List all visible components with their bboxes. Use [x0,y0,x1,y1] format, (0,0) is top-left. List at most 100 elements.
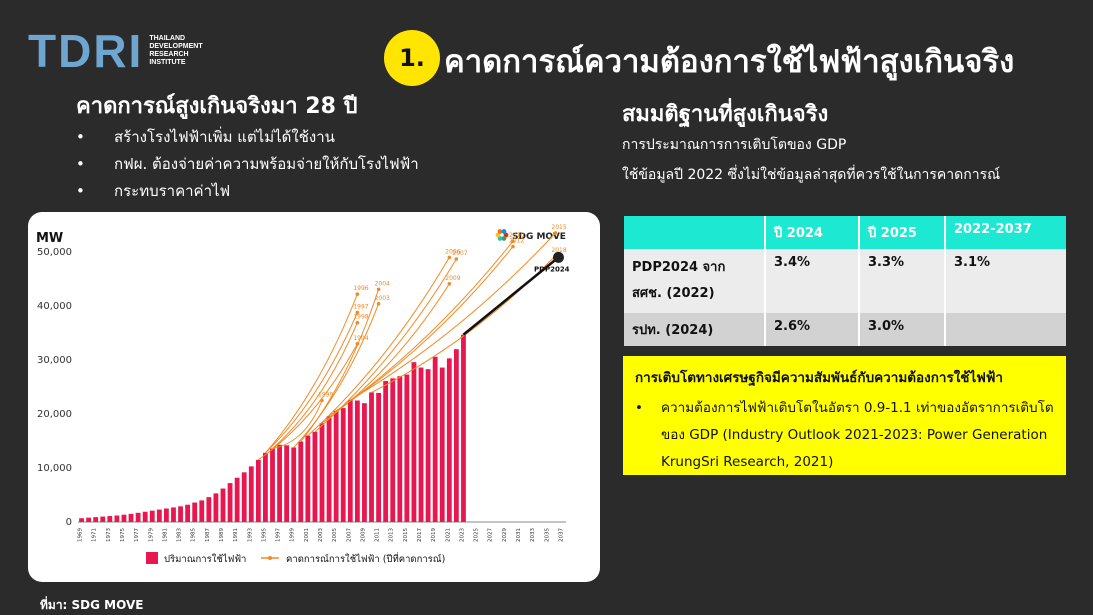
y-unit-label: MW [36,231,63,246]
demand-bar [354,400,360,522]
gdp-relationship-box: การเติบโตทางเศรษฐกิจมีความสัมพันธ์กับควา… [623,356,1066,475]
demand-bar [291,447,297,522]
demand-bar [305,435,311,522]
sdg-logo-dot [501,229,507,234]
legend-bar-swatch [146,552,158,564]
table-cell: 3.3% [858,249,945,313]
x-tick-label: 1993 [247,528,253,542]
forecast-line [321,283,450,424]
x-tick-label: 1971 [92,528,98,542]
slide-title: คาดการณ์ความต้องการใช้ไฟฟ้าสูงเกินจริง [444,44,1015,80]
x-tick-label: 2029 [502,528,508,542]
x-tick-label: 1991 [233,528,239,542]
y-tick-label: 20,000 [37,409,72,420]
gdp-growth-table: ปี 2024 ปี 2025 2022-2037 PDP2024 จาก สศ… [624,216,1066,346]
table-cell: 3.1% [944,249,1066,313]
demand-bar [312,431,318,522]
logo-subtitle: THAILAND DEVELOPMENT RESEARCH INSTITUTE [149,35,202,67]
source-note: ที่มา: SDG MOVE [40,598,144,612]
demand-bar [418,367,424,522]
pdp2024-line [462,256,560,336]
x-tick-label: 1979 [148,528,154,542]
y-tick-label: 0 [66,517,72,528]
demand-bar [390,378,396,522]
y-tick-label: 50,000 [37,247,72,258]
x-tick-label: 1969 [78,528,84,542]
x-tick-label: 2019 [431,528,437,542]
table-header-row: ปี 2024 ปี 2025 2022-2037 [624,216,1066,249]
demand-bar [461,334,466,522]
demand-bar [192,502,198,522]
demand-bar [164,508,169,522]
demand-bar [213,493,219,522]
bullet-item: กระทบราคาค่าไฟ [76,180,419,207]
demand-bar [185,504,191,522]
table-header-cell: ปี 2025 [858,216,945,249]
forecast-year-label: 1999 [318,392,333,399]
demand-bar [220,488,226,522]
demand-bar [156,509,162,522]
x-tick-label: 1985 [191,528,197,542]
table-cell: 3.4% [764,249,859,313]
forecast-point [355,310,360,315]
forecast-point [511,244,515,249]
demand-bar [241,472,247,522]
demand-bar [142,511,148,522]
sdg-logo-dot [501,236,507,241]
forecast-point [355,320,360,325]
bullet-item: กฟผ. ต้องจ่ายค่าความพร้อมจ่ายให้กับโรงไฟ… [76,153,419,180]
demand-bar [340,408,346,522]
table-header-cell: 2022-2037 [944,216,1066,249]
demand-bar [100,516,106,522]
x-tick-label: 1983 [177,528,183,542]
x-tick-label: 2033 [530,528,536,542]
demand-bar [234,477,240,522]
forecast-line [350,232,556,401]
x-tick-label: 2023 [459,528,465,542]
logo-subtitle-line: DEVELOPMENT [149,43,203,50]
logo-subtitle-line: THAILAND [149,35,186,42]
table-row: รปท. (2024) 2.6% 3.0% [624,313,1066,346]
table-row: PDP2024 จาก สศช. (2022) 3.4% 3.3% 3.1% [624,249,1066,313]
y-tick-label: 10,000 [37,463,72,474]
demand-bar [93,517,99,522]
demand-bar [446,358,452,522]
demand-bar [79,518,84,522]
x-tick-label: 2025 [474,528,480,542]
x-tick-label: 2037 [558,528,564,542]
sdg-logo-dot [503,232,509,238]
bullet-item: สร้างโรงไฟฟ้าเพิ่ม แต่ไม่ได้ใช้งาน [76,126,419,153]
demand-bar [114,515,120,522]
demand-bar [383,381,389,522]
forecast-year-label: 2015 [551,224,566,231]
x-tick-label: 2009 [360,528,366,542]
y-tick-label: 30,000 [37,355,72,366]
chart-card: MW SDG MOVE 0 10,000 20,000 30,000 40,000 50,00… [28,212,600,582]
x-tick-label: 2005 [332,528,338,542]
box-bullet-item: • ความต้องการไฟฟ้าเติบโตในอัตรา 0.9-1.1 … [635,395,1054,476]
brand-label: SDG MOVE [512,232,566,242]
demand-bar [347,399,353,522]
forecast-year-label: 2006 [445,248,460,255]
legend-forecast-dot [268,556,272,560]
x-tick-label: 1987 [205,528,211,542]
forecast-point [553,231,558,235]
demand-bar [171,507,176,522]
pdp2024-label: PDP2024 [534,265,570,273]
demand-bar [248,466,254,522]
forecast-point [376,302,381,306]
demand-bar [453,349,459,522]
forecast-year-label: 2012 [509,238,524,245]
forecast-year-label: 2004 [375,280,390,287]
forecast-point [511,239,515,243]
x-tick-label: 2017 [417,528,423,542]
y-tick-label: 40,000 [37,301,72,312]
forecast-year-label: 2009 [445,275,460,282]
table-cell: 2.6% [764,313,859,346]
forecast-point [320,398,324,403]
left-bullet-list: สร้างโรงไฟฟ้าเพิ่ม แต่ไม่ได้ใช้งาน กฟผ. … [76,126,419,207]
forecast-year-label: 1997 [353,303,368,310]
demand-bar [326,416,332,522]
forecast-year-label: 1996 [353,285,368,292]
demand-bar [298,441,304,522]
